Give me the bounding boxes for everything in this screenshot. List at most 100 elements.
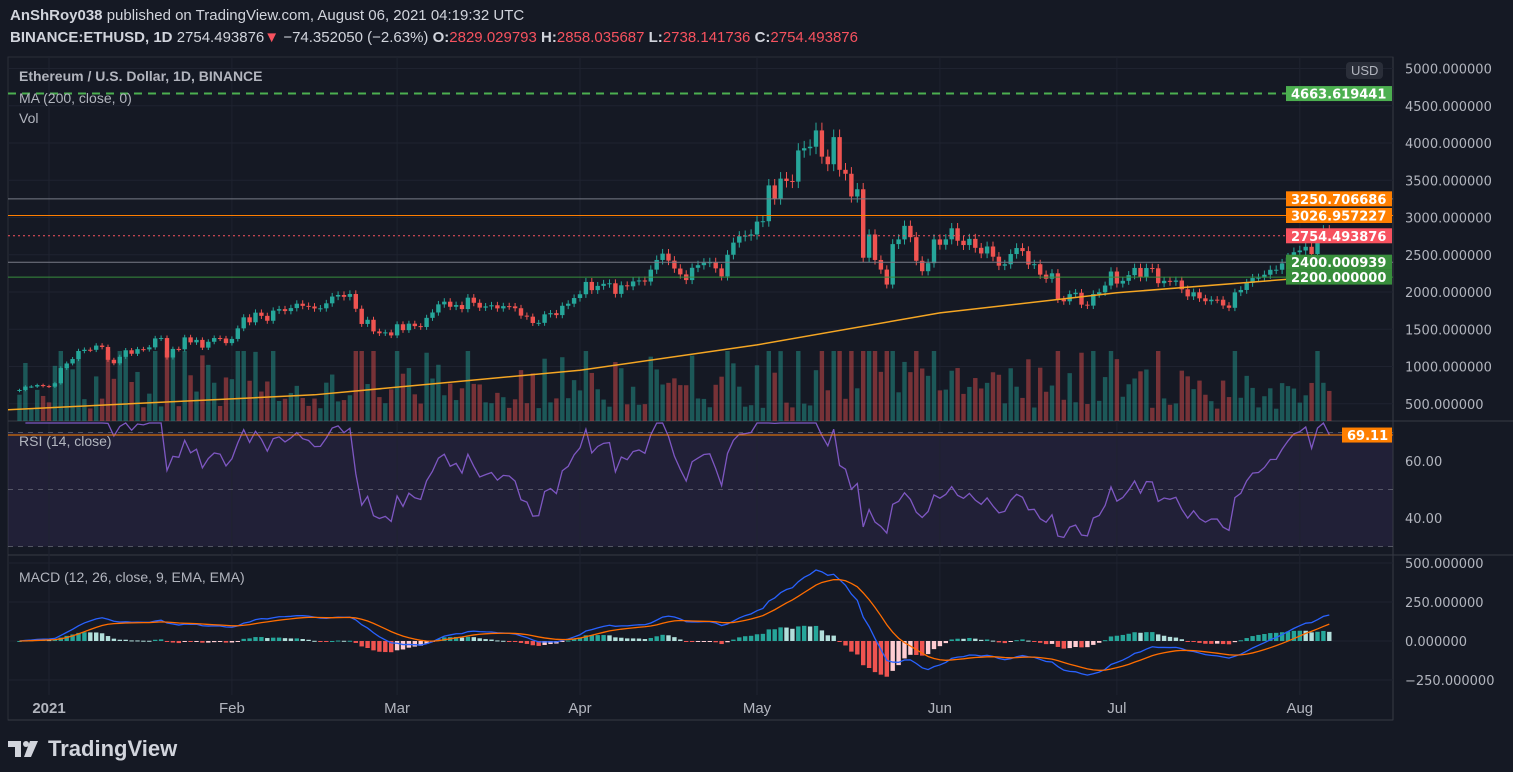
volume-bar: [713, 384, 718, 421]
candle: [459, 305, 465, 310]
macd-histogram-bar: [855, 641, 860, 655]
volume-bar: [212, 382, 217, 421]
volume-bar: [843, 398, 848, 421]
volume-bar: [925, 375, 931, 421]
candle: [99, 345, 105, 347]
candle: [483, 306, 488, 308]
macd-histogram-bar: [861, 641, 866, 666]
macd-histogram-bar: [389, 641, 394, 653]
macd-histogram-bar: [512, 641, 518, 642]
price-level-tag: [1286, 191, 1392, 207]
candle: [796, 150, 801, 182]
macd-legend[interactable]: MACD (12, 26, close, 9, EMA, EMA): [19, 569, 245, 585]
candle: [778, 178, 783, 199]
candle: [312, 306, 317, 309]
macd-histogram-bar: [1197, 641, 1202, 643]
volume-bar: [1185, 376, 1190, 421]
macd-histogram-bar: [495, 640, 500, 642]
author[interactable]: AnShRoy038: [10, 7, 103, 24]
macd-histogram-bar: [825, 635, 830, 641]
volume-bar: [306, 405, 311, 421]
volume-bar: [1256, 407, 1261, 421]
candle: [489, 305, 494, 307]
candle: [217, 338, 223, 340]
macd-histogram-bar: [743, 636, 748, 641]
ma-legend[interactable]: MA (200, close, 0): [19, 90, 132, 106]
volume-bar: [23, 363, 28, 421]
candle: [920, 260, 925, 272]
candle: [577, 294, 583, 299]
volume-bar: [394, 351, 400, 421]
volume-bar: [170, 351, 176, 421]
macd-histogram-bar: [630, 638, 636, 641]
macd-histogram-bar: [489, 639, 494, 641]
macd-histogram-bar: [566, 640, 571, 642]
volume-bar: [501, 397, 506, 421]
volume-bar: [654, 369, 659, 421]
macd-histogram-bar: [217, 641, 223, 643]
candle: [955, 228, 960, 241]
macd-histogram-bar: [642, 639, 648, 641]
macd-histogram-bar: [52, 639, 58, 641]
macd-histogram-bar: [200, 641, 205, 643]
price-level-tag: [1286, 228, 1392, 244]
macd-histogram-bar: [1321, 630, 1326, 641]
candle: [931, 239, 937, 264]
symbol-info: BINANCE:ETHUSD, 1D 2754.493876▼ −74.3520…: [10, 29, 858, 46]
volume-bar: [772, 372, 777, 421]
candle: [477, 302, 482, 308]
close-value: 2754.493876: [770, 29, 858, 46]
candle: [23, 386, 28, 390]
price-level-label: 4663.619441: [1291, 88, 1386, 103]
candle: [748, 234, 754, 236]
candle: [595, 285, 600, 291]
candle: [88, 349, 93, 351]
rsi-last-tag: [1342, 427, 1392, 443]
candle: [265, 315, 270, 321]
macd-tick: 250.000000: [1405, 596, 1484, 611]
candle: [1274, 269, 1279, 271]
price-level-label: 2400.000939: [1291, 256, 1386, 271]
volume-bar: [271, 351, 276, 421]
low-label: L:: [648, 29, 663, 46]
price-tick: 2500.000000: [1405, 249, 1492, 264]
macd-histogram-bar: [99, 633, 105, 641]
volume-bar: [831, 351, 836, 421]
volume-bar: [760, 407, 766, 421]
candle: [1238, 289, 1243, 293]
volume-legend[interactable]: Vol: [19, 110, 39, 126]
candle: [660, 253, 665, 260]
volume-bar: [424, 352, 429, 421]
volume-bar: [825, 390, 830, 421]
candle: [1132, 267, 1137, 276]
candle: [902, 225, 907, 240]
candle: [807, 146, 813, 149]
macd-histogram-bar: [967, 637, 972, 641]
candle: [949, 228, 954, 240]
macd-histogram-bar: [577, 637, 583, 641]
macd-histogram-bar: [1291, 630, 1297, 641]
candle: [1073, 292, 1078, 295]
macd-histogram-bar: [1191, 641, 1196, 642]
volume-bar: [276, 401, 282, 421]
tradingview-logo[interactable]: TradingView: [8, 736, 177, 762]
volume-bar: [725, 351, 730, 421]
volume-bar: [536, 408, 541, 421]
candle: [866, 234, 872, 258]
candle: [1150, 268, 1155, 270]
macd-histogram-bar: [613, 637, 618, 641]
macd-histogram-bar: [111, 638, 117, 641]
macd-histogram: [17, 625, 1332, 677]
volume-bar: [1049, 385, 1055, 421]
rsi-legend[interactable]: RSI (14, close): [19, 433, 112, 449]
candle: [1120, 280, 1125, 284]
volume-bar: [1138, 371, 1143, 421]
volume-bar: [601, 399, 606, 421]
volume-bar: [1097, 400, 1102, 421]
candle: [82, 349, 87, 352]
volume-bar: [560, 357, 565, 421]
currency-badge[interactable]: USD: [1346, 62, 1384, 79]
macd-histogram-bar: [400, 641, 406, 650]
chart-title: Ethereum / U.S. Dollar, 1D, BINANCE: [19, 68, 263, 84]
